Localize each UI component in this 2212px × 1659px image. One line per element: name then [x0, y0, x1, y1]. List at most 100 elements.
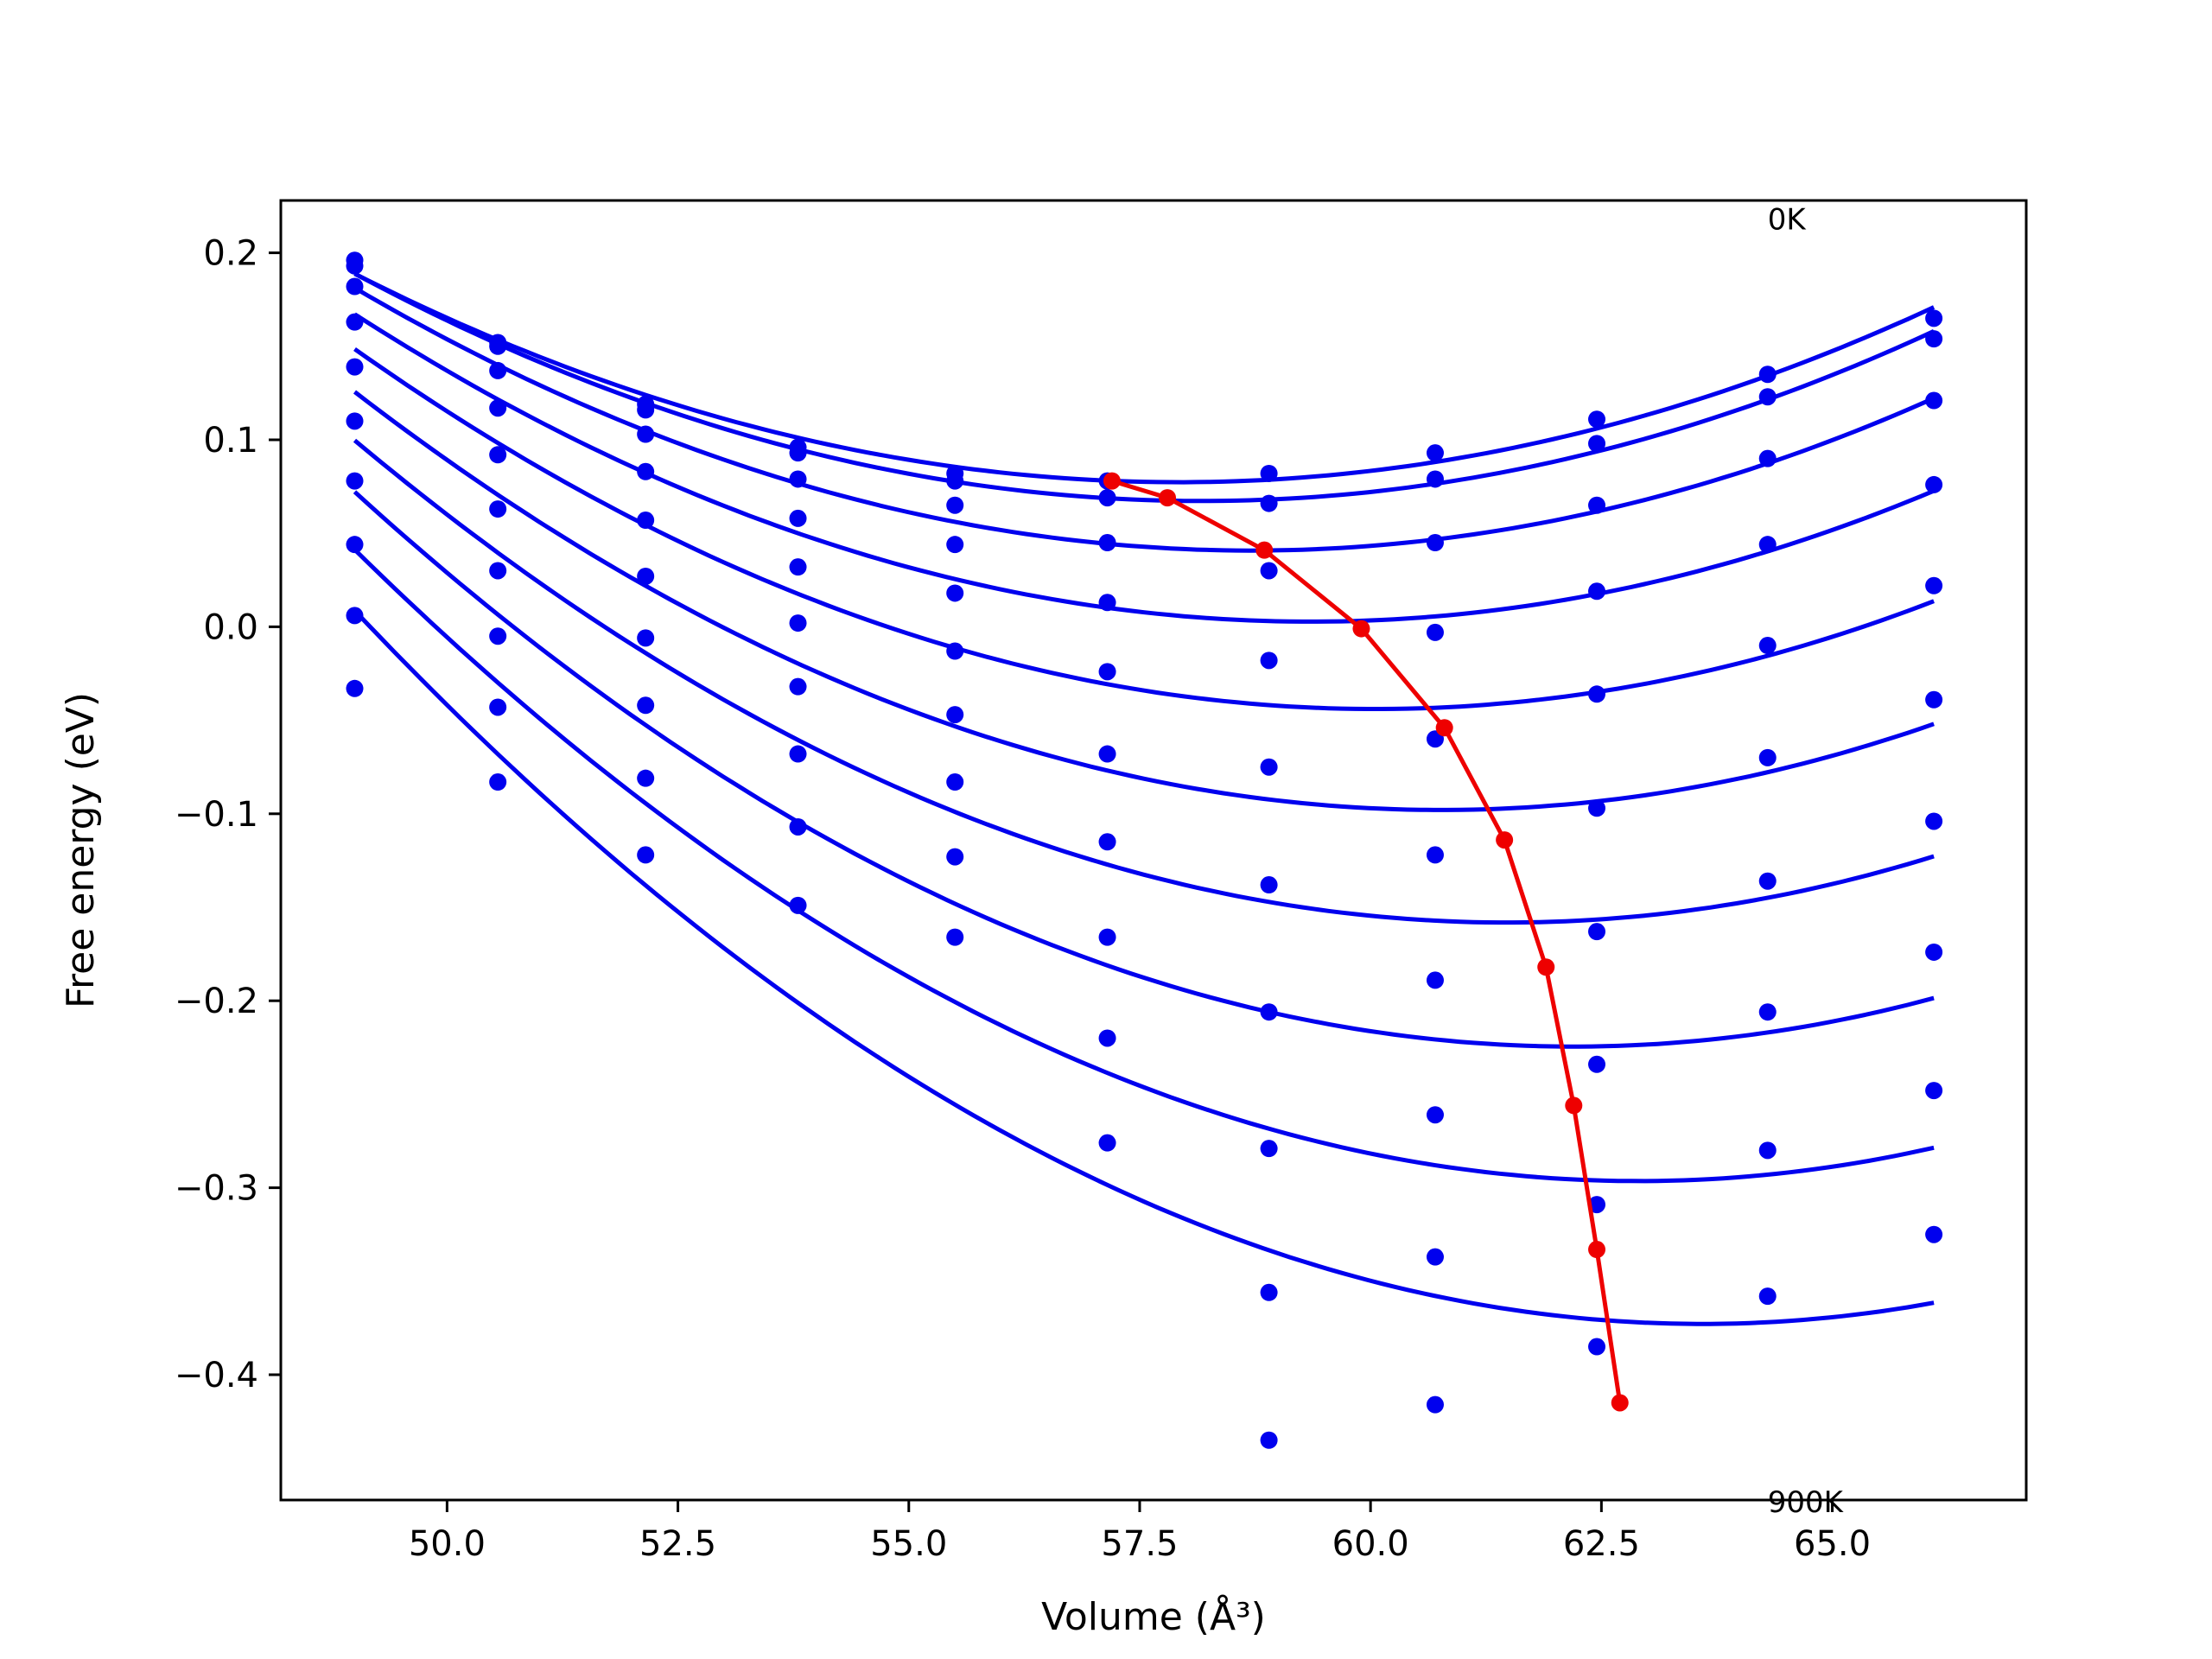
minimum-point	[1159, 489, 1177, 507]
data-point	[1588, 1338, 1606, 1356]
x-axis: 50.0 52.5 55.0 57.5 60.0 62.5 65.0	[409, 1500, 1871, 1564]
y-tick-label: −0.1	[175, 795, 258, 835]
data-point	[1588, 685, 1606, 703]
data-point	[1588, 799, 1606, 817]
minimum-line	[1103, 472, 1629, 1412]
fit-curve-8	[353, 548, 1935, 1184]
data-point	[1588, 582, 1606, 601]
data-point	[789, 444, 807, 462]
data-point	[489, 773, 507, 791]
data-point	[1098, 833, 1116, 851]
data-point	[946, 584, 964, 602]
data-point	[789, 817, 807, 836]
data-point	[489, 627, 507, 645]
data-point	[1260, 1140, 1278, 1158]
minimum-point	[1103, 472, 1121, 490]
data-point	[1260, 1003, 1278, 1021]
data-point	[1260, 464, 1278, 482]
x-tick-label: 65.0	[1794, 1524, 1871, 1564]
x-tick-label: 52.5	[639, 1524, 716, 1564]
y-tick-label: 0.1	[203, 421, 258, 461]
data-point	[1758, 365, 1777, 384]
data-point	[946, 848, 964, 866]
data-point	[1260, 652, 1278, 670]
y-tick-label: −0.2	[175, 982, 258, 1021]
data-point	[346, 257, 364, 275]
data-point	[789, 614, 807, 632]
plot-frame	[279, 199, 2028, 1502]
data-point	[1758, 1141, 1777, 1160]
minimum-point	[1255, 541, 1274, 559]
data-point	[489, 698, 507, 716]
data-point	[346, 313, 364, 331]
data-point	[637, 462, 655, 480]
data-point	[1925, 690, 1943, 709]
data-point	[489, 446, 507, 464]
data-point	[1758, 388, 1777, 406]
y-axis: 0.2 0.1 0.0 −0.1 −0.2 −0.3 −0.4	[175, 234, 281, 1395]
data-point	[946, 928, 964, 946]
data-point	[1588, 410, 1606, 429]
data-point	[1098, 928, 1116, 946]
data-point	[789, 745, 807, 763]
data-point	[1758, 1003, 1777, 1021]
data-point	[637, 846, 655, 864]
data-point	[637, 512, 655, 530]
data-point	[1426, 470, 1444, 488]
data-point	[946, 536, 964, 554]
data-point	[1098, 534, 1116, 552]
temperature-annotation: 0K	[1768, 203, 1808, 238]
fit-curve-7	[353, 490, 1935, 1049]
minimum-path	[1111, 479, 1623, 1403]
data-point	[789, 558, 807, 576]
data-point	[1098, 1029, 1116, 1047]
data-point	[346, 277, 364, 296]
fit-curve-1	[353, 271, 1936, 504]
data-point	[1925, 330, 1943, 348]
y-tick-label: 0.2	[203, 234, 258, 274]
data-point	[1758, 536, 1777, 554]
temperature-annotation: 900K	[1768, 1485, 1845, 1520]
data-point	[1758, 872, 1777, 890]
annotations: 0K 900K	[1768, 203, 1845, 1521]
fit-curve-5	[353, 390, 1935, 812]
data-point	[346, 412, 364, 430]
fit-curve-3	[353, 312, 1936, 624]
x-tick-label: 55.0	[870, 1524, 947, 1564]
minimum-point	[1588, 1241, 1606, 1259]
data-point	[1925, 812, 1943, 830]
data-point	[789, 509, 807, 527]
data-point	[1426, 534, 1444, 552]
data-point	[789, 677, 807, 696]
fit-curves	[353, 271, 1936, 1326]
data-point	[346, 536, 364, 554]
data-point	[346, 358, 364, 376]
minimum-point	[1352, 620, 1370, 638]
y-tick-label: 0.0	[203, 607, 258, 647]
minimum-point	[1611, 1394, 1629, 1412]
data-point	[489, 399, 507, 417]
data-point	[1098, 594, 1116, 612]
data-point	[1426, 971, 1444, 989]
data-point	[1426, 1395, 1444, 1414]
data-point	[1260, 1431, 1278, 1449]
data-point	[1925, 391, 1943, 410]
data-point	[1925, 309, 1943, 327]
data-point	[1426, 623, 1444, 641]
data-point	[1260, 876, 1278, 894]
data-point	[1758, 1287, 1777, 1306]
data-point	[946, 496, 964, 514]
data-point	[1758, 449, 1777, 467]
data-point	[1925, 943, 1943, 961]
data-point	[1758, 637, 1777, 655]
data-point	[346, 679, 364, 697]
data-point	[946, 642, 964, 660]
data-point	[637, 567, 655, 585]
data-point	[1588, 496, 1606, 514]
data-point	[637, 769, 655, 787]
fit-curve-4	[353, 346, 1935, 711]
data-point	[346, 607, 364, 625]
data-point	[1098, 1134, 1116, 1152]
x-tick-label: 62.5	[1563, 1524, 1640, 1564]
